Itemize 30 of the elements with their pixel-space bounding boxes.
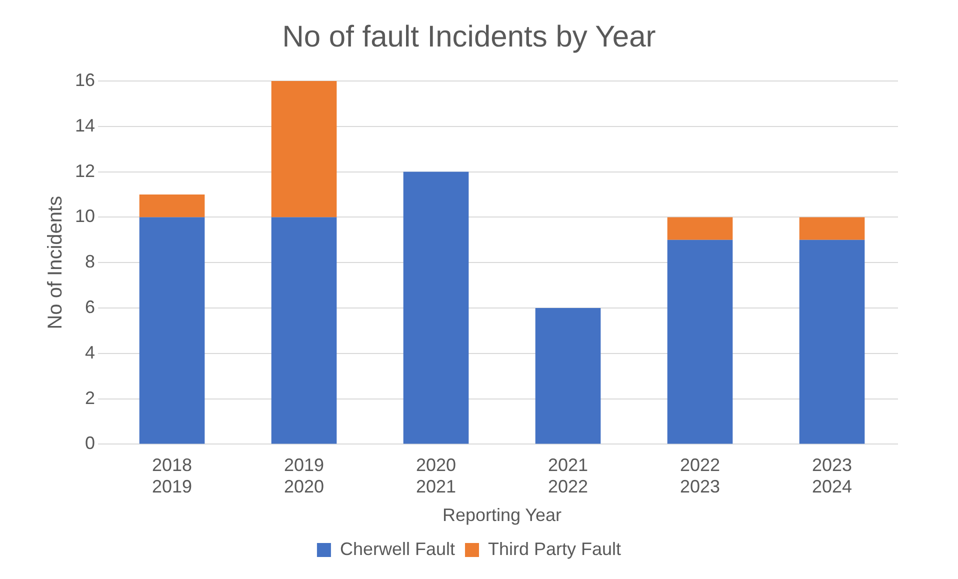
y-tick-label: 2 (85, 388, 96, 408)
chart-title: No of fault Incidents by Year (282, 20, 656, 54)
x-tick-label: 2019 2020 (284, 454, 324, 497)
y-tick-label: 4 (85, 342, 96, 362)
y-tick-label: 8 (85, 252, 96, 272)
y-tick-label: 12 (74, 160, 96, 181)
legend-label: Cherwell Fault (340, 538, 456, 559)
x-tick-label: 2023 2024 (812, 454, 852, 497)
y-tick-label: 0 (85, 433, 96, 454)
y-tick-label: 14 (74, 115, 96, 136)
x-tick-label: 2018 2019 (152, 454, 192, 497)
bar (271, 81, 337, 218)
bar (535, 308, 601, 444)
y-tick-label: 10 (74, 206, 96, 226)
bar (271, 217, 337, 444)
x-tick-label: 2020 2021 (416, 454, 456, 497)
y-axis-title: No of Incidents (44, 196, 67, 330)
x-tick-label: 2021 2022 (548, 454, 588, 497)
legend-label: Third Party Fault (488, 538, 622, 559)
x-axis-title: Reporting Year (442, 505, 562, 526)
bar (139, 194, 205, 218)
x-tick-label: 2022 2023 (680, 454, 720, 497)
bar (667, 240, 733, 444)
y-tick-label: 6 (85, 296, 96, 317)
bar (139, 217, 205, 444)
y-tick-label: 16 (74, 70, 96, 90)
bar (799, 240, 865, 444)
bar (403, 172, 469, 444)
bar (667, 217, 733, 240)
bar (799, 217, 865, 240)
